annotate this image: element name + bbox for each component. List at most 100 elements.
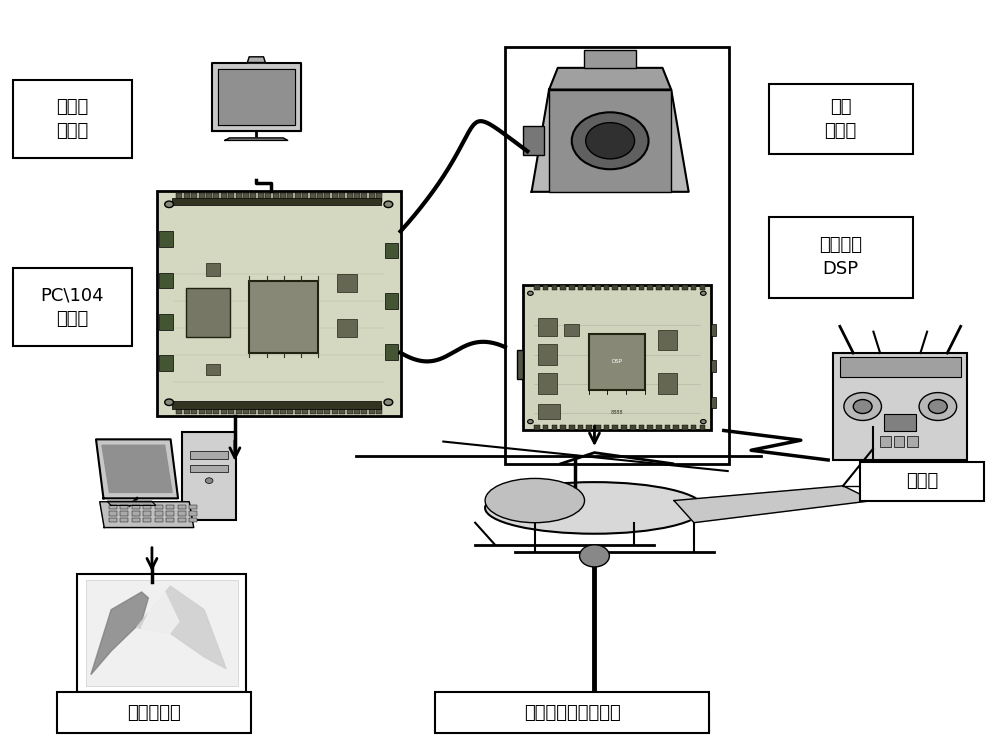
Bar: [120, 518, 128, 522]
Polygon shape: [225, 138, 288, 140]
Bar: [665, 424, 670, 430]
Bar: [265, 405, 271, 414]
Bar: [505, 47, 729, 464]
Bar: [295, 405, 301, 414]
Bar: [228, 192, 234, 201]
Bar: [109, 511, 117, 516]
Bar: [159, 314, 173, 330]
Bar: [258, 192, 264, 201]
Bar: [273, 192, 279, 201]
Bar: [178, 504, 186, 510]
Circle shape: [580, 545, 609, 567]
Bar: [673, 424, 679, 430]
Bar: [189, 518, 197, 522]
Bar: [159, 231, 173, 247]
Bar: [221, 192, 227, 201]
Bar: [339, 192, 345, 201]
Bar: [287, 192, 293, 201]
Bar: [658, 374, 677, 394]
Text: 协控制器
DSP: 协控制器 DSP: [819, 236, 862, 278]
Bar: [120, 511, 128, 516]
Bar: [243, 192, 249, 201]
Circle shape: [384, 399, 393, 406]
Bar: [700, 424, 705, 430]
Bar: [143, 518, 151, 522]
Bar: [184, 192, 190, 201]
Bar: [586, 424, 592, 430]
Bar: [376, 405, 382, 414]
Bar: [543, 285, 548, 291]
Bar: [172, 198, 381, 205]
Circle shape: [528, 420, 533, 424]
Bar: [228, 405, 234, 414]
Bar: [206, 192, 212, 201]
Bar: [385, 293, 398, 309]
Polygon shape: [107, 502, 156, 505]
Bar: [647, 424, 653, 430]
Bar: [13, 80, 132, 158]
Bar: [673, 285, 679, 291]
Circle shape: [205, 478, 213, 484]
Bar: [682, 285, 688, 291]
Bar: [159, 355, 173, 371]
Bar: [560, 285, 566, 291]
Polygon shape: [102, 445, 172, 493]
Bar: [302, 192, 308, 201]
Bar: [480, 715, 709, 730]
Bar: [517, 350, 523, 380]
Ellipse shape: [485, 482, 704, 533]
Text: 宿主计算机: 宿主计算机: [128, 704, 181, 721]
Bar: [538, 344, 557, 365]
Bar: [302, 405, 308, 414]
Text: 8888: 8888: [611, 410, 623, 415]
Bar: [184, 405, 190, 414]
Bar: [656, 424, 662, 430]
Bar: [769, 217, 913, 298]
Bar: [190, 452, 228, 458]
Bar: [435, 692, 709, 733]
Bar: [258, 405, 264, 414]
Bar: [295, 192, 301, 201]
Bar: [578, 424, 583, 430]
Bar: [711, 397, 716, 409]
Circle shape: [853, 400, 872, 414]
Bar: [833, 353, 967, 460]
Bar: [155, 504, 163, 510]
Bar: [182, 432, 236, 520]
Bar: [564, 324, 579, 336]
Bar: [157, 191, 401, 416]
Bar: [206, 364, 220, 375]
Bar: [159, 273, 173, 288]
Bar: [213, 405, 219, 414]
Bar: [894, 436, 904, 447]
Bar: [250, 192, 256, 201]
Polygon shape: [137, 586, 226, 669]
Polygon shape: [96, 439, 178, 499]
Bar: [189, 504, 197, 510]
Bar: [639, 285, 644, 291]
Text: 变态
传感器: 变态 传感器: [824, 98, 857, 140]
Bar: [589, 334, 645, 389]
Bar: [523, 126, 544, 155]
Circle shape: [919, 392, 957, 421]
Bar: [199, 405, 205, 414]
Bar: [354, 192, 360, 201]
Bar: [86, 580, 238, 687]
Ellipse shape: [485, 478, 585, 522]
Bar: [711, 360, 716, 372]
Bar: [339, 405, 345, 414]
Bar: [221, 405, 227, 414]
Bar: [621, 285, 627, 291]
Bar: [280, 192, 286, 201]
Polygon shape: [142, 586, 179, 639]
Circle shape: [528, 291, 533, 296]
Bar: [884, 414, 916, 431]
Bar: [500, 696, 689, 715]
Bar: [347, 192, 353, 201]
Polygon shape: [549, 68, 671, 90]
Bar: [604, 285, 609, 291]
Circle shape: [165, 399, 173, 406]
Polygon shape: [218, 69, 295, 125]
Bar: [132, 518, 140, 522]
Bar: [155, 518, 163, 522]
